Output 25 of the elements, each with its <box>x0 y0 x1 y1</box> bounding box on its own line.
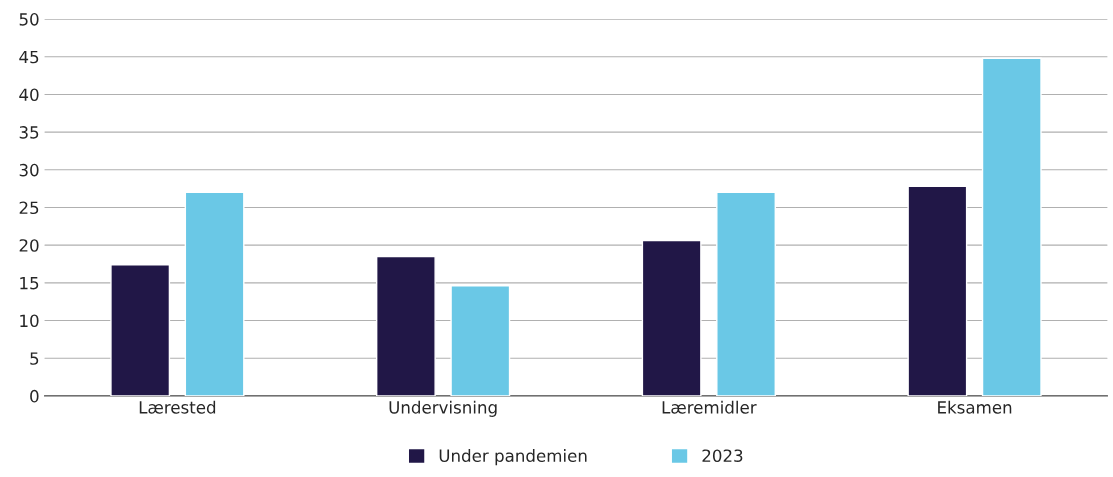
bar <box>907 185 968 396</box>
bar <box>981 57 1042 396</box>
y-tick-label: 10 <box>20 314 39 328</box>
x-tick-label: Lærested <box>139 400 216 414</box>
bar <box>641 239 702 396</box>
legend-label: Under pandemien <box>439 449 587 466</box>
bar <box>110 264 171 396</box>
y-tick-label: 20 <box>19 239 39 252</box>
bar <box>450 285 511 396</box>
y-tick-label: 45 <box>19 50 39 64</box>
y-tick-label: 50 <box>19 13 39 26</box>
x-tick-label: Læremidler <box>662 400 757 414</box>
bar <box>716 191 776 396</box>
y-tick-label: 5 <box>30 352 39 365</box>
y-tick-label: 0 <box>30 389 39 403</box>
y-tick-label: 40 <box>19 88 39 102</box>
y-tick-label: 35 <box>19 126 39 139</box>
x-tick-label: Undervisning <box>389 400 497 417</box>
bar <box>184 191 245 396</box>
bar <box>375 255 436 396</box>
y-tick-label: 30 <box>19 163 39 177</box>
x-tick-label: Eksamen <box>938 400 1012 414</box>
y-tick-label: 25 <box>19 201 39 215</box>
y-tick-label: 15 <box>20 277 39 290</box>
legend-label: 2023 <box>702 449 743 462</box>
